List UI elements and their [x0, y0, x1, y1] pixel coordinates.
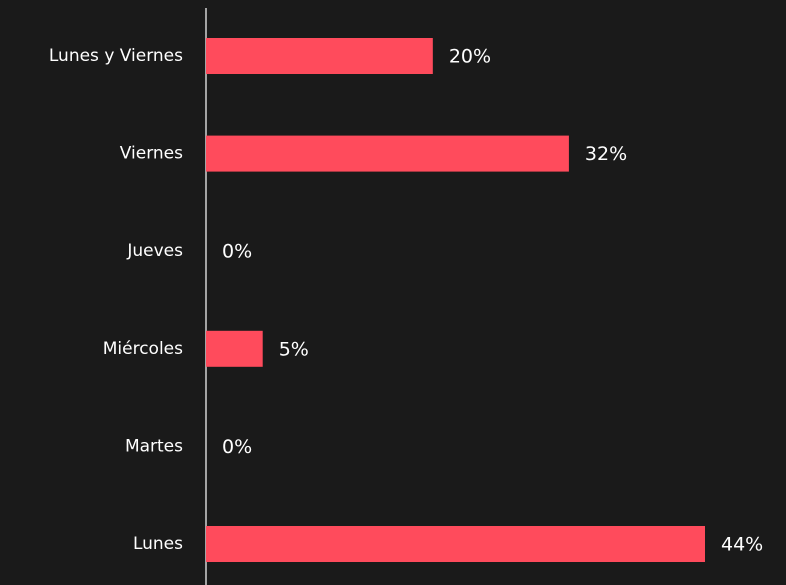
value-label: 0%: [222, 436, 252, 458]
category-label: Lunes: [133, 534, 183, 554]
category-label: Miércoles: [103, 339, 183, 359]
value-label: 32%: [585, 143, 627, 165]
bar: [206, 38, 433, 74]
category-label: Martes: [125, 436, 183, 456]
category-label: Jueves: [126, 241, 183, 261]
value-label: 0%: [222, 241, 252, 263]
bar: [206, 330, 263, 367]
bar: [206, 526, 705, 562]
value-label: 44%: [721, 534, 763, 556]
category-label: Lunes y Viernes: [49, 46, 183, 66]
category-label: Viernes: [120, 144, 183, 164]
value-label: 20%: [449, 46, 491, 68]
value-label: 5%: [279, 338, 309, 360]
bar: [206, 135, 569, 172]
